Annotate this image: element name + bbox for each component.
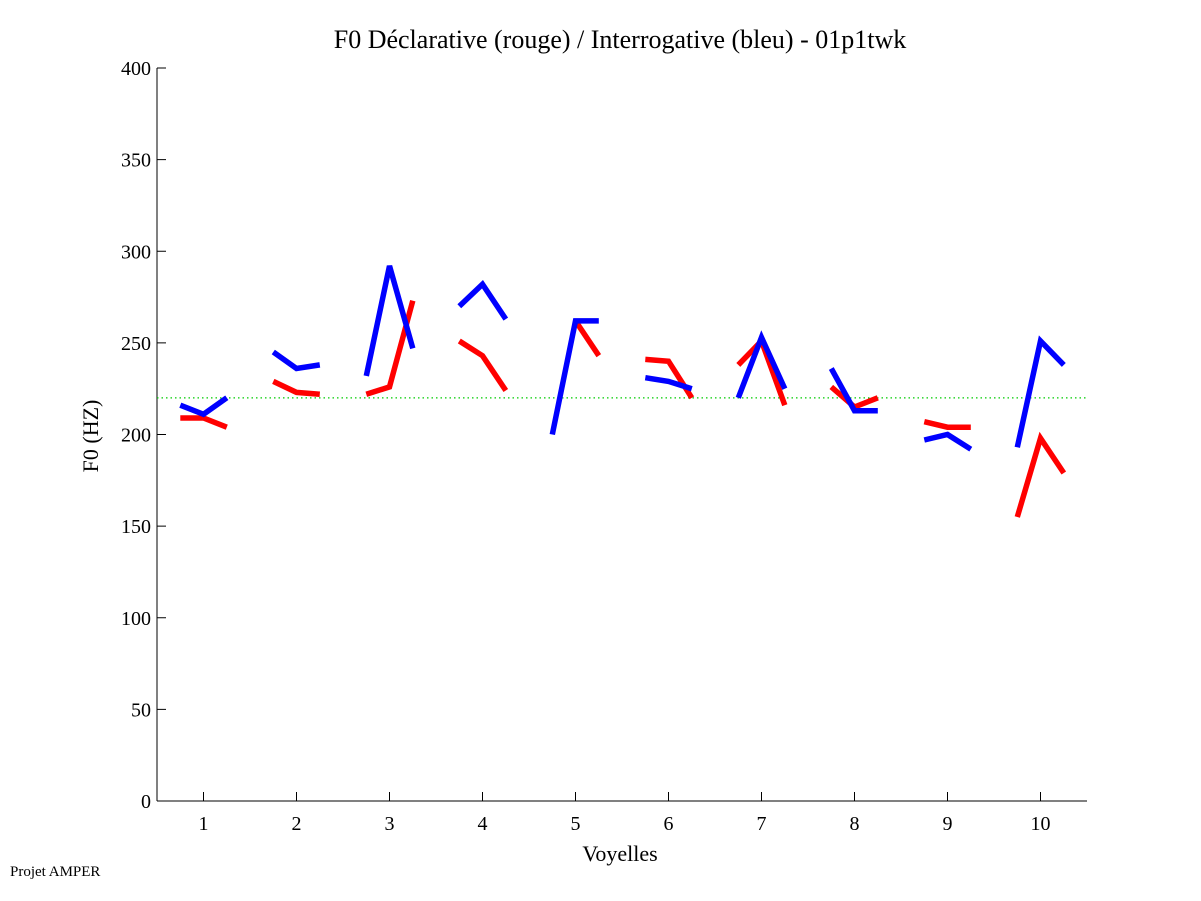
interrogative-vowel-5-line bbox=[549, 318, 599, 436]
y-axis-label: F0 (HZ) bbox=[78, 400, 103, 473]
series-group bbox=[179, 265, 1067, 518]
x-tick-label: 4 bbox=[478, 813, 488, 835]
x-tick-label: 3 bbox=[385, 813, 395, 835]
declarative-vowel-8-line bbox=[829, 384, 879, 411]
interrogative-vowel-2-line bbox=[271, 349, 321, 372]
declarative-vowel-2-line bbox=[272, 378, 321, 397]
interrogative-vowel-7-line bbox=[735, 330, 788, 399]
x-tick-label: 5 bbox=[571, 813, 581, 835]
y-tick-label: 200 bbox=[121, 425, 151, 447]
declarative-vowel-9-line bbox=[923, 419, 971, 430]
interrogative-vowel-6-line bbox=[644, 374, 693, 392]
x-tick-label: 1 bbox=[199, 813, 209, 835]
y-tick-label: 400 bbox=[121, 58, 151, 80]
declarative-vowel-5-line bbox=[573, 319, 602, 358]
declarative-vowel-1-line bbox=[180, 415, 228, 430]
y-tick-label: 150 bbox=[121, 516, 151, 538]
x-tick-label: 6 bbox=[664, 813, 674, 835]
interrogative-vowel-9-line bbox=[923, 431, 973, 452]
interrogative-vowel-8-line bbox=[828, 367, 878, 414]
y-tick-label: 100 bbox=[121, 608, 151, 630]
declarative-vowel-4-line bbox=[457, 338, 509, 393]
interrogative-vowel-4-line bbox=[457, 279, 509, 321]
x-tick-label: 8 bbox=[850, 813, 860, 835]
x-tick-label: 9 bbox=[943, 813, 953, 835]
chart-title: F0 Déclarative (rouge) / Interrogative (… bbox=[334, 25, 907, 54]
credit-label: Projet AMPER bbox=[10, 864, 101, 880]
interrogative-vowel-10-line bbox=[1014, 335, 1066, 448]
x-tick-label: 2 bbox=[292, 813, 302, 835]
y-tick-label: 0 bbox=[141, 791, 151, 813]
interrogative-vowel-3-line bbox=[363, 265, 416, 377]
interrogative-vowel-1-line bbox=[179, 395, 229, 418]
y-tick-label: 250 bbox=[121, 333, 151, 355]
y-tick-label: 350 bbox=[121, 150, 151, 172]
x-axis-label: Voyelles bbox=[582, 841, 657, 866]
x-tick-label: 7 bbox=[757, 813, 767, 835]
axes: 0 50 100 150 200 250 300 350 400 1 2 3 4 5 6 7 8 9 10 bbox=[121, 58, 1087, 835]
x-tick-label: 10 bbox=[1031, 813, 1051, 835]
y-tick-label: 50 bbox=[131, 699, 151, 721]
declarative-vowel-10-line bbox=[1014, 431, 1067, 518]
y-tick-label: 300 bbox=[121, 241, 151, 263]
